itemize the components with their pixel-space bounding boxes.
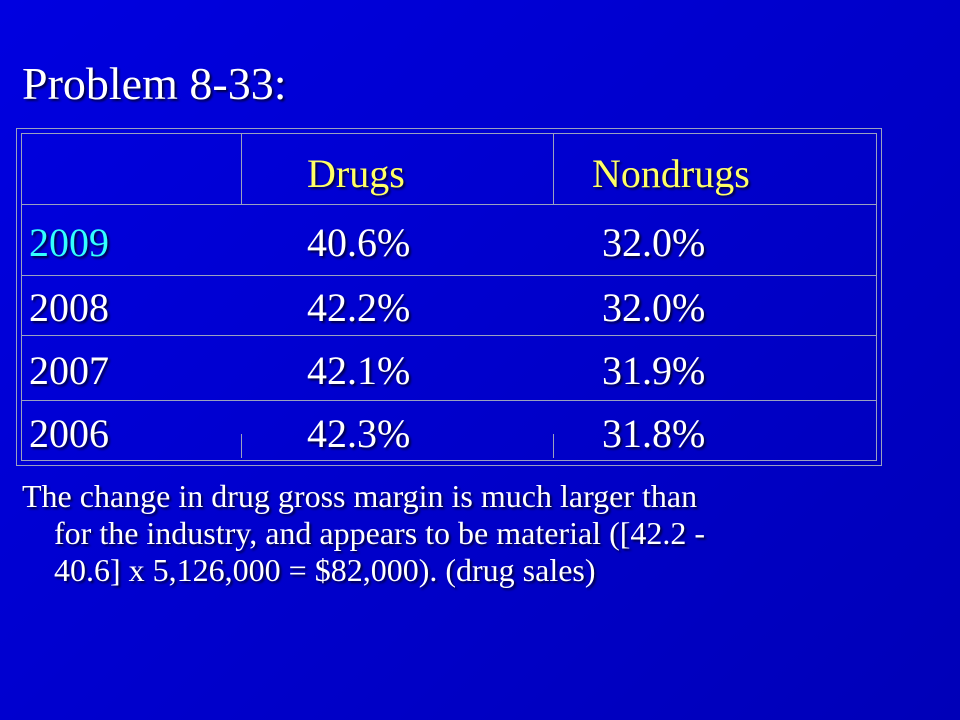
row-year: 2006 [29,411,109,456]
row-divider [22,335,876,336]
row-nondrugs-value: 32.0% [602,285,706,330]
column-divider [241,434,242,458]
row-divider [22,275,876,276]
row-nondrugs-value: 31.9% [602,348,706,393]
slide-title: Problem 8-33: [22,58,287,109]
explanation-line: The change in drug gross margin is much … [22,478,698,514]
row-drugs-value: 40.6% [307,220,411,265]
header-drugs: Drugs [307,151,405,196]
row-drugs-value: 42.3% [307,411,411,456]
column-divider [553,434,554,458]
header-nondrugs: Nondrugs [592,151,750,196]
column-divider [553,134,554,204]
explanation-line: for the industry, and appears to be mate… [54,515,706,551]
row-nondrugs-value: 32.0% [602,220,706,265]
row-drugs-value: 42.1% [307,348,411,393]
row-nondrugs-value: 31.8% [602,411,706,456]
row-year: 2008 [29,285,109,330]
row-divider [22,204,876,205]
explanation-line: 40.6] x 5,126,000 = $82,000). (drug sale… [54,552,596,588]
row-year: 2009 [29,220,109,265]
row-year: 2007 [29,348,109,393]
row-divider [22,400,876,401]
explanation-text: The change in drug gross margin is much … [22,478,942,589]
row-drugs-value: 42.2% [307,285,411,330]
column-divider [241,134,242,204]
data-table: Drugs Nondrugs 2009 40.6% 32.0% 2008 42.… [16,128,882,466]
table-grid: Drugs Nondrugs 2009 40.6% 32.0% 2008 42.… [21,133,877,461]
